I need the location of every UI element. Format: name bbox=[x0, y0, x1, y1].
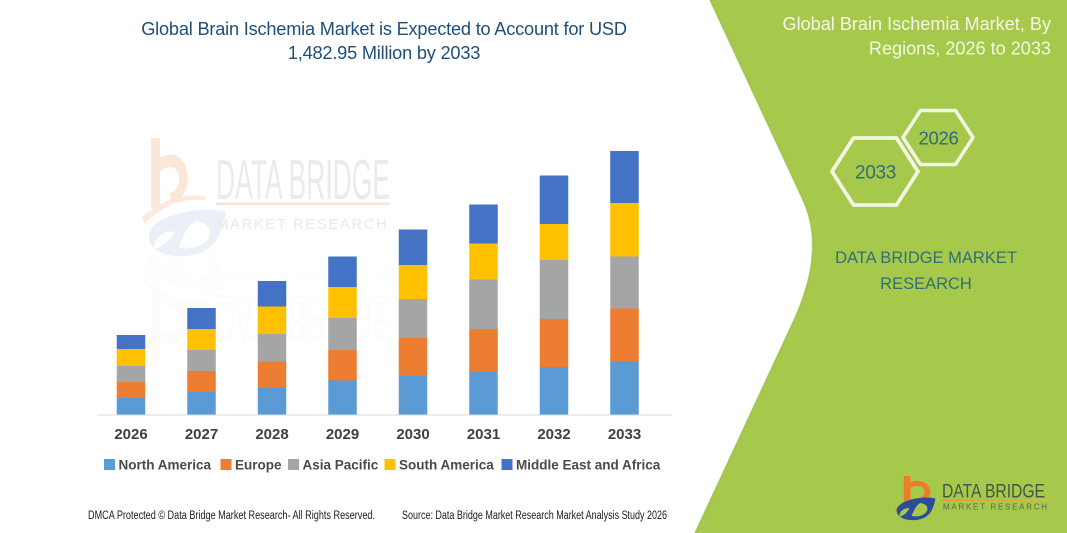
svg-text:South America: South America bbox=[399, 458, 494, 473]
svg-text:Global Brain Ischemia Market i: Global Brain Ischemia Market is Expected… bbox=[141, 19, 627, 39]
svg-text:2031: 2031 bbox=[467, 426, 500, 443]
svg-text:DATA BRIDGE MARKET: DATA BRIDGE MARKET bbox=[835, 249, 1017, 267]
svg-text:Source: Data Bridge Market Res: Source: Data Bridge Market Research Mark… bbox=[402, 510, 667, 522]
svg-text:Regions, 2026 to 2033: Regions, 2026 to 2033 bbox=[869, 39, 1051, 59]
svg-text:2032: 2032 bbox=[537, 426, 570, 443]
svg-text:Europe: Europe bbox=[235, 458, 282, 473]
svg-text:MARKET RESEARCH: MARKET RESEARCH bbox=[216, 216, 387, 233]
svg-text:Middle East and Africa: Middle East and Africa bbox=[516, 458, 661, 473]
svg-text:2030: 2030 bbox=[396, 426, 429, 443]
svg-text:2029: 2029 bbox=[326, 426, 359, 443]
svg-text:2026: 2026 bbox=[919, 128, 959, 149]
svg-text:Asia Pacific: Asia Pacific bbox=[303, 458, 379, 473]
svg-text:DATA BRIDGE: DATA BRIDGE bbox=[942, 482, 1045, 503]
svg-text:2026: 2026 bbox=[114, 426, 147, 443]
svg-text:2033: 2033 bbox=[855, 163, 896, 184]
svg-text:MARKET RESEARCH: MARKET RESEARCH bbox=[943, 503, 1047, 512]
svg-text:Global Brain Ischemia Market,: Global Brain Ischemia Market, By bbox=[783, 14, 1052, 34]
svg-text:RESEARCH: RESEARCH bbox=[880, 275, 972, 293]
svg-text:2027: 2027 bbox=[185, 426, 218, 443]
svg-text:North America: North America bbox=[119, 458, 212, 473]
svg-text:2028: 2028 bbox=[255, 426, 288, 443]
svg-text:DATA BRIDGE: DATA BRIDGE bbox=[216, 148, 390, 212]
svg-text:2033: 2033 bbox=[608, 426, 641, 443]
svg-text:DMCA Protected © Data Bridge M: DMCA Protected © Data Bridge Market Rese… bbox=[88, 510, 375, 522]
svg-text:1,482.95 Million by 2033: 1,482.95 Million by 2033 bbox=[288, 43, 480, 63]
